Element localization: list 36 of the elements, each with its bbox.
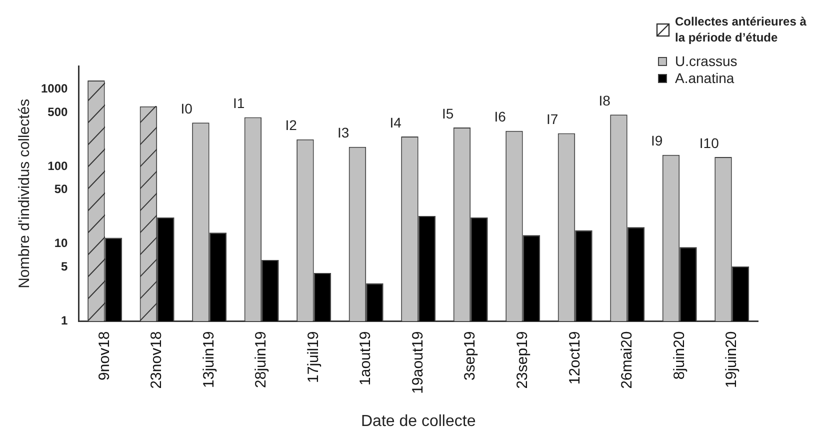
annotation: I4 [390, 114, 402, 130]
x-tick-label: 12oct19 [566, 331, 584, 385]
x-tick-label: 23sep19 [514, 331, 531, 389]
y-tick-label: 5 [61, 260, 68, 274]
x-tick-label: 8juin20 [670, 331, 688, 380]
annotation: I7 [546, 111, 558, 128]
x-axis-title: Date de collecte [360, 412, 476, 430]
x-tick-label: 23nov18 [148, 331, 166, 389]
x-tick-label: 26mai20 [618, 331, 636, 389]
x-tick-label: 9nov18 [96, 331, 113, 380]
annotation: I10 [699, 134, 720, 151]
annotation: I1 [232, 95, 245, 112]
legend-label: A.anatina [675, 70, 734, 86]
y-tick-label: 500 [48, 104, 68, 119]
annotation: I6 [494, 108, 506, 125]
x-tick-label: 19aout19 [409, 331, 426, 394]
y-tick-label: 100 [48, 158, 68, 173]
x-tick-label: 13juin19 [200, 331, 218, 388]
y-tick-label: 50 [54, 182, 68, 196]
y-tick-label: 1 [61, 314, 68, 328]
y-axis-title: Nombre d'individus collectés [16, 98, 34, 288]
y-tick-label: 10 [54, 236, 68, 250]
annotation: I9 [651, 132, 663, 149]
annotation: I3 [338, 124, 350, 141]
x-tick-label: 1aout19 [357, 331, 374, 386]
x-tick-label: 17juil19 [304, 331, 322, 383]
legend-label: U.crassus [675, 52, 738, 69]
x-tick-label: 19juin20 [723, 331, 740, 388]
text: Collectes antérieures à la période d’étude [675, 14, 807, 44]
x-tick-label: 3sep19 [462, 331, 479, 380]
annotation: I0 [180, 100, 193, 117]
annotation: I2 [285, 117, 298, 134]
annotation: I8 [598, 92, 611, 108]
annotation: I5 [442, 105, 454, 122]
y-tick-label: 1000 [40, 82, 68, 96]
x-tick-label: 28juin19 [252, 331, 270, 388]
